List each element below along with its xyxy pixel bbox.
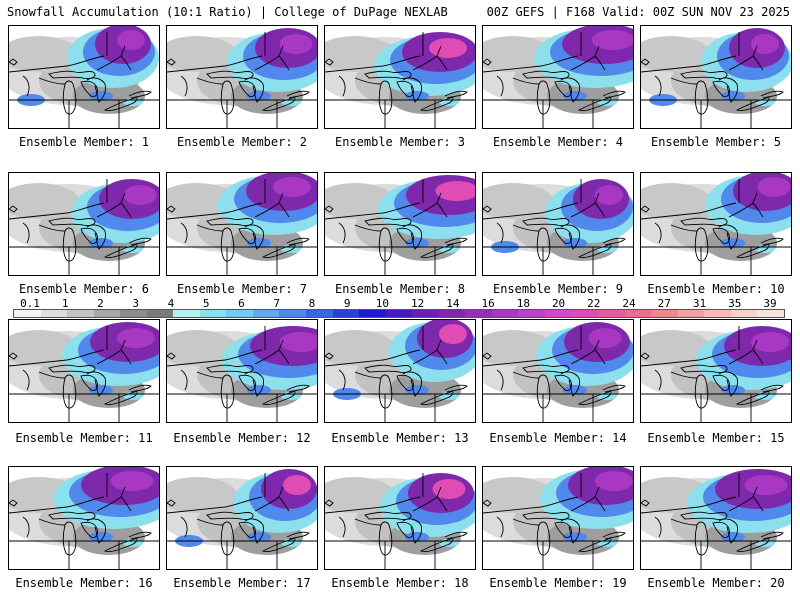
colorbar-tick-label: 10: [375, 297, 389, 310]
colorbar-swatch: [306, 310, 333, 317]
ensemble-member-label: Ensemble Member: 15: [647, 431, 785, 445]
ensemble-member-label: Ensemble Member: 10: [647, 282, 785, 296]
colorbar-tick-label: 4: [167, 297, 175, 310]
ensemble-member-map: [324, 172, 476, 276]
colorbar-swatch: [651, 310, 678, 317]
colorbar-swatch: [438, 310, 466, 317]
map-title: Snowfall Accumulation (10:1 Ratio) | Col…: [7, 5, 448, 19]
ensemble-member-map: [640, 25, 792, 129]
colorbar-tick-label: 7: [273, 297, 280, 310]
colorbar-swatch: [571, 310, 599, 317]
colorbar-tick-label: 3: [132, 297, 140, 310]
ensemble-member-map: [482, 319, 634, 423]
colorbar-swatch: [624, 310, 652, 317]
colorbar-swatch: [120, 310, 147, 317]
colorbar-swatch: [14, 310, 41, 317]
ensemble-member-label: Ensemble Member: 2: [176, 135, 308, 149]
colorbar-swatch: [332, 310, 360, 317]
ensemble-member-map: [640, 172, 792, 276]
ensemble-member-map: [166, 319, 318, 423]
colorbar-swatch: [704, 310, 731, 317]
colorbar-swatch: [730, 310, 758, 317]
ensemble-member-map: [8, 319, 160, 423]
ensemble-member-map: [8, 25, 160, 129]
colorbar-swatch: [412, 310, 439, 317]
ensemble-member-map: [640, 466, 792, 570]
colorbar-swatch: [173, 310, 200, 317]
colorbar-swatch: [226, 310, 253, 317]
colorbar-tick-label: 8: [308, 297, 316, 310]
ensemble-member-map: [8, 172, 160, 276]
ensemble-member-map: [8, 466, 160, 570]
ensemble-member-label: Ensemble Member: 1: [18, 135, 150, 149]
colorbar-labels: 0.1 1 2 3 4 5 6 7 8 9 10 12 14 16 18 20 22 24 27 31 35 39: [0, 297, 800, 310]
ensemble-member-label: Ensemble Member: 12: [173, 431, 311, 445]
ensemble-member-label: Ensemble Member: 18: [331, 576, 469, 590]
colorbar-tick-label: 20: [551, 297, 566, 310]
ensemble-member-map: [482, 25, 634, 129]
colorbar-tick-label: 9: [343, 297, 351, 310]
colorbar-swatch: [199, 310, 227, 317]
colorbar-tick-label: 16: [481, 297, 495, 310]
ensemble-member-map: [482, 466, 634, 570]
ensemble-member-label: Ensemble Member: 17: [173, 576, 311, 590]
ensemble-member-label: Ensemble Member: 11: [15, 431, 153, 445]
colorbar-swatch: [252, 310, 280, 317]
colorbar-swatch: [93, 310, 121, 317]
colorbar-swatch: [146, 310, 174, 317]
ensemble-member-map: [482, 172, 634, 276]
colorbar-tick-label: 18: [516, 297, 530, 310]
colorbar-swatch: [518, 310, 545, 317]
ensemble-member-label: Ensemble Member: 13: [331, 431, 469, 445]
ensemble-member-label: Ensemble Member: 20: [647, 576, 785, 590]
colorbar-swatch: [677, 310, 705, 317]
ensemble-member-label: Ensemble Member: 16: [15, 576, 153, 590]
snowfall-colorbar: [13, 309, 785, 318]
ensemble-member-label: Ensemble Member: 19: [489, 576, 627, 590]
colorbar-tick-label: 31: [692, 297, 707, 310]
colorbar-tick-label: 39: [763, 297, 777, 310]
colorbar-swatch: [757, 310, 784, 317]
model-run-valid-time: 00Z GEFS | F168 Valid: 00Z SUN NOV 23 20…: [486, 5, 790, 19]
ensemble-member-label: Ensemble Member: 4: [492, 135, 624, 149]
colorbar-swatch: [465, 310, 492, 317]
colorbar-tick-label: 12: [410, 297, 425, 310]
colorbar-swatch: [491, 310, 519, 317]
colorbar-swatch: [544, 310, 572, 317]
ensemble-member-map: [640, 319, 792, 423]
colorbar-swatch: [598, 310, 625, 317]
ensemble-member-label: Ensemble Member: 6: [18, 282, 150, 296]
colorbar-tick-label: 14: [446, 297, 460, 310]
colorbar-tick-label: 1: [61, 297, 69, 310]
colorbar-swatch: [279, 310, 307, 317]
colorbar-tick-label: 5: [202, 297, 210, 310]
ensemble-member-map: [324, 319, 476, 423]
ensemble-member-map: [166, 466, 318, 570]
ensemble-member-label: Ensemble Member: 5: [650, 135, 782, 149]
colorbar-tick-label: 2: [97, 297, 104, 310]
ensemble-member-label: Ensemble Member: 7: [176, 282, 308, 296]
ensemble-member-map: [324, 25, 476, 129]
ensemble-member-map: [166, 25, 318, 129]
colorbar-tick-label: 35: [728, 297, 742, 310]
colorbar-swatch: [359, 310, 386, 317]
ensemble-member-label: Ensemble Member: 9: [492, 282, 624, 296]
colorbar-tick-label: 0.1: [20, 297, 40, 310]
colorbar-tick-label: 24: [622, 297, 636, 310]
colorbar-swatch: [40, 310, 68, 317]
colorbar-tick-label: 27: [657, 297, 671, 310]
colorbar-swatch: [385, 310, 413, 317]
colorbar-tick-label: 6: [238, 297, 245, 310]
ensemble-member-map: [166, 172, 318, 276]
colorbar-swatch: [67, 310, 94, 317]
ensemble-member-map: [324, 466, 476, 570]
ensemble-member-label: Ensemble Member: 3: [334, 135, 466, 149]
ensemble-member-label: Ensemble Member: 8: [334, 282, 466, 296]
colorbar-tick-label: 22: [587, 297, 601, 310]
ensemble-member-label: Ensemble Member: 14: [489, 431, 627, 445]
